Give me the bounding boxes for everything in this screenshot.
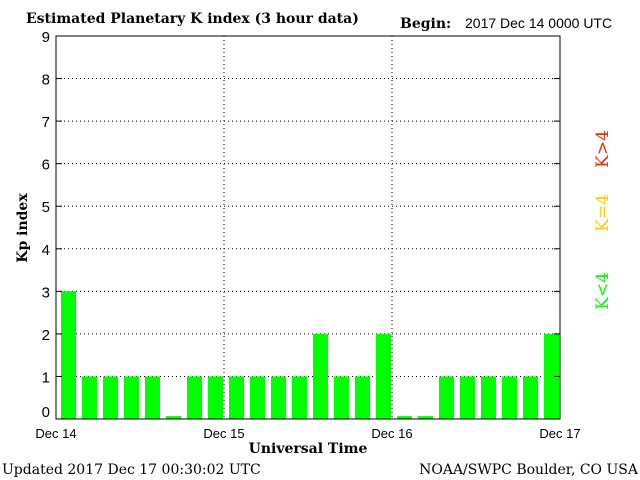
grid-lines bbox=[56, 36, 560, 419]
kp-bar bbox=[313, 333, 328, 419]
y-tick-label: 2 bbox=[42, 327, 50, 344]
kp-bar bbox=[481, 376, 496, 419]
y-axis-ticks: 0 1 2 3 4 5 6 7 8 9 bbox=[42, 29, 560, 421]
kp-bar bbox=[376, 333, 391, 419]
y-tick-label: 4 bbox=[42, 242, 50, 259]
y-tick-label: 7 bbox=[42, 114, 50, 131]
kp-bar bbox=[355, 376, 370, 419]
y-tick-label: 3 bbox=[42, 284, 50, 301]
kp-bar bbox=[229, 376, 244, 419]
legend-k-below-4: K<4 bbox=[593, 272, 613, 310]
x-tick-label: Dec 17 bbox=[539, 426, 580, 441]
kp-bar bbox=[166, 416, 181, 419]
x-axis-ticks: Dec 14 Dec 15 Dec 16 Dec 17 bbox=[35, 426, 580, 441]
kp-bar bbox=[187, 376, 202, 419]
begin-label: Begin: bbox=[400, 16, 451, 32]
y-tick-label: 6 bbox=[42, 157, 50, 174]
y-tick-label: 0 bbox=[42, 404, 50, 421]
kp-bar bbox=[61, 291, 76, 419]
y-tick-label: 1 bbox=[42, 369, 50, 386]
kp-bar bbox=[271, 376, 286, 419]
bars bbox=[61, 291, 559, 419]
y-tick-label: 5 bbox=[42, 199, 50, 216]
kp-bar bbox=[460, 376, 475, 419]
chart-title: Estimated Planetary K index (3 hour data… bbox=[26, 11, 359, 27]
x-tick-label: Dec 15 bbox=[203, 426, 244, 441]
kp-bar bbox=[439, 376, 454, 419]
kp-bar bbox=[544, 333, 559, 419]
kp-bar bbox=[334, 376, 349, 419]
credit-text: NOAA/SWPC Boulder, CO USA bbox=[419, 462, 639, 478]
kp-bar bbox=[124, 376, 139, 419]
kp-bar bbox=[103, 376, 118, 419]
x-axis-label: Universal Time bbox=[249, 441, 368, 457]
plot-frame bbox=[55, 35, 561, 420]
kp-bar bbox=[208, 376, 223, 419]
kp-bar bbox=[418, 416, 433, 419]
kp-bar bbox=[145, 376, 160, 419]
updated-timestamp: Updated 2017 Dec 17 00:30:02 UTC bbox=[2, 462, 261, 478]
legend-k-above-4: K>4 bbox=[593, 130, 613, 168]
kp-bar bbox=[523, 376, 538, 419]
y-tick-label: 9 bbox=[42, 29, 50, 46]
kp-bar bbox=[292, 376, 307, 419]
kp-bar bbox=[82, 376, 97, 419]
x-tick-label: Dec 16 bbox=[371, 426, 412, 441]
kp-bar bbox=[250, 376, 265, 419]
y-tick-label: 8 bbox=[42, 72, 50, 89]
begin-value: 2017 Dec 14 0000 UTC bbox=[465, 15, 612, 31]
kp-bar bbox=[502, 376, 517, 419]
x-tick-label: Dec 14 bbox=[35, 426, 76, 441]
kp-bar bbox=[397, 416, 412, 419]
legend-k-equal-4: K=4 bbox=[593, 194, 613, 232]
y-axis-label: Kp index bbox=[15, 193, 31, 263]
